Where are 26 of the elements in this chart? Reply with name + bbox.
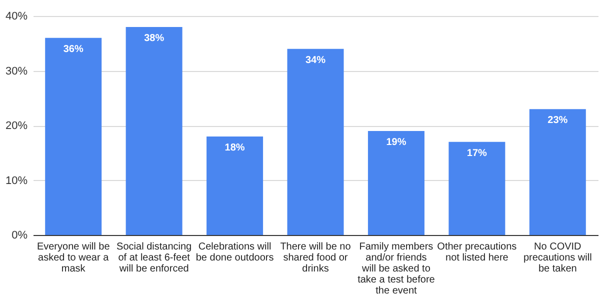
x-tick-label: No COVID precautions will be taken bbox=[523, 242, 592, 274]
data-label: 17% bbox=[466, 148, 488, 159]
y-tick-label: 30% bbox=[5, 65, 28, 78]
data-label: 36% bbox=[63, 44, 84, 55]
x-tick-label: Everyone will be asked to wear a mask bbox=[36, 242, 110, 274]
x-tick-label: Family members and/or friends will be asked to take a test before the event bbox=[358, 242, 436, 296]
x-tick-label: Other precautions not listed here bbox=[437, 242, 517, 264]
data-label: 23% bbox=[548, 115, 568, 126]
bar bbox=[45, 38, 102, 235]
data-label: 38% bbox=[144, 32, 164, 44]
x-tick-label: Celebrations will be done outdoors bbox=[196, 242, 274, 264]
data-label: 18% bbox=[224, 142, 245, 154]
bar bbox=[206, 136, 264, 235]
bar bbox=[126, 26, 182, 235]
bar bbox=[368, 130, 424, 235]
y-tick-label: 20% bbox=[5, 120, 28, 132]
bar bbox=[448, 142, 506, 235]
y-tick-label: 0% bbox=[12, 230, 28, 242]
x-tick-label: Social distancing of at least 6-feet will be enforced bbox=[116, 242, 192, 274]
data-label: 19% bbox=[386, 136, 406, 148]
bar bbox=[287, 48, 344, 235]
y-tick-label: 40% bbox=[5, 10, 28, 22]
y-tick-label: 10% bbox=[5, 174, 28, 187]
bar bbox=[529, 109, 586, 235]
x-tick-label: There will be no shared food or drinks bbox=[280, 242, 352, 274]
data-label: 34% bbox=[305, 54, 326, 66]
